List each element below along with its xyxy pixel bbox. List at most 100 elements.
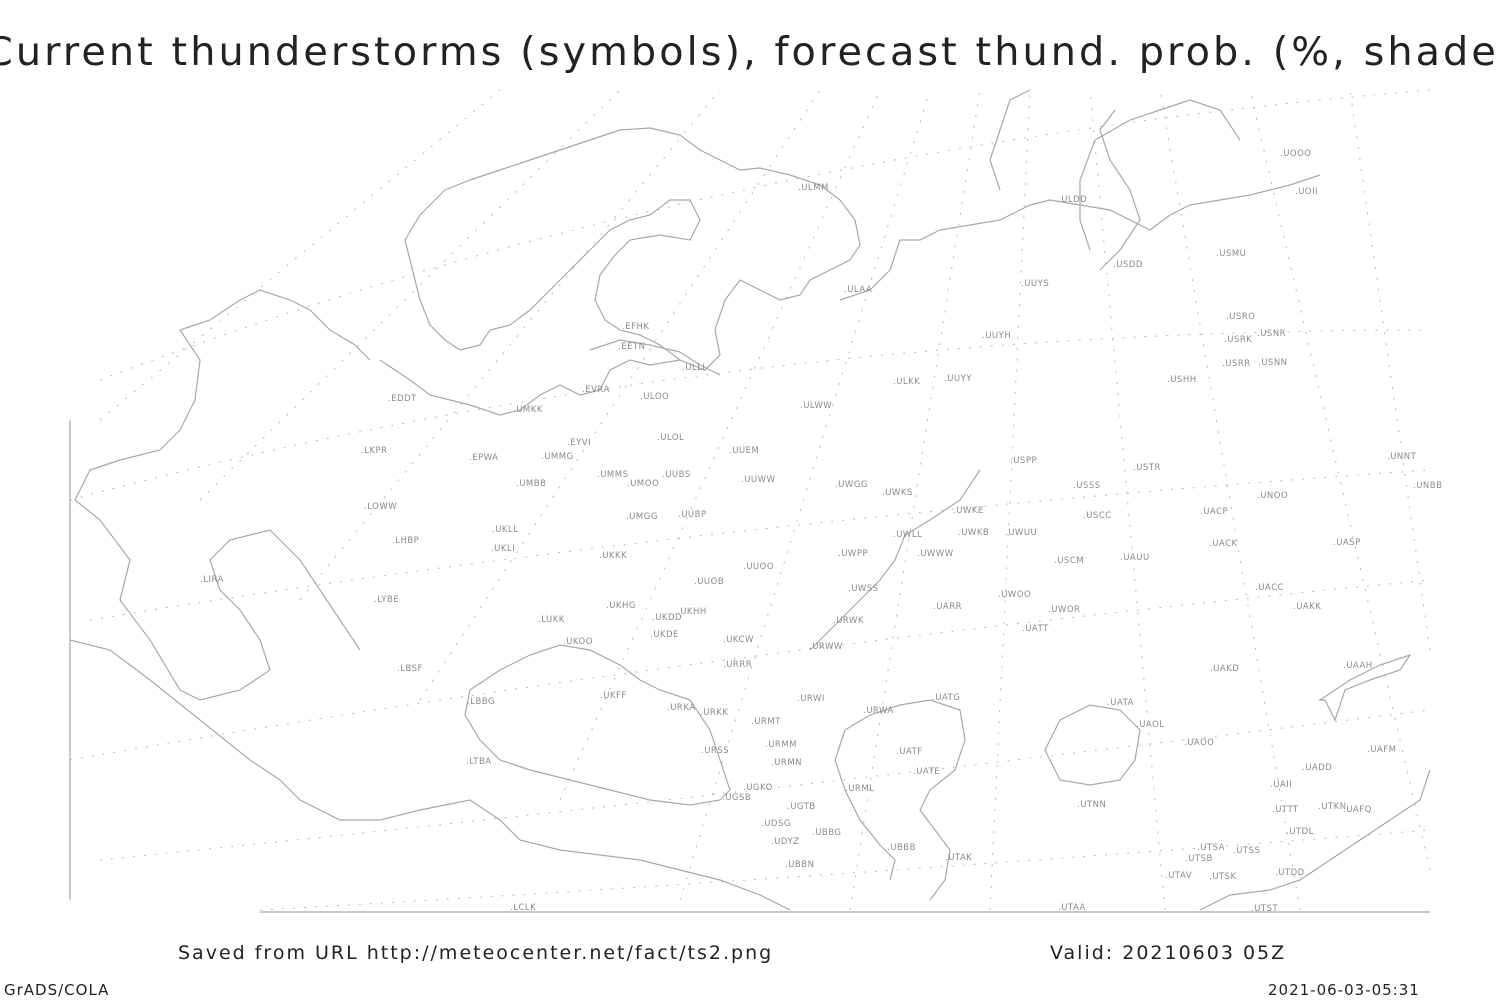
- station-label: .ULKK: [893, 377, 920, 387]
- coastlines: [69, 89, 1431, 913]
- map-frame: [69, 420, 1430, 913]
- station-label: .UTAK: [945, 853, 972, 863]
- station-label: .UKFF: [600, 691, 627, 701]
- western-europe-coast: [74, 289, 371, 701]
- caspian-sea-coast: [834, 699, 966, 901]
- station-label: .LYBE: [374, 595, 399, 605]
- station-label: .LOWW: [364, 502, 397, 512]
- station-label: .ULOO: [640, 392, 669, 402]
- station-label: .UAFQ: [1343, 805, 1372, 815]
- station-label: .UWLL: [893, 530, 922, 540]
- station-label: .UKHG: [606, 601, 636, 611]
- station-label: .EFHK: [622, 322, 649, 332]
- station-label: .EYVI: [567, 438, 591, 448]
- station-label: .URMT: [751, 717, 781, 727]
- station-label: .UAKK: [1293, 602, 1321, 612]
- station-label: .USTR: [1133, 463, 1161, 473]
- station-label: .UATG: [932, 693, 960, 703]
- station-label: .UKLL: [492, 525, 518, 535]
- station-label: .UATE: [913, 767, 940, 777]
- station-label: .USCC: [1083, 511, 1112, 521]
- software-credit: GrADS/COLA: [4, 981, 110, 999]
- graticule-line: [299, 89, 721, 601]
- station-label: .UTAV: [1165, 871, 1192, 881]
- volga-river: [809, 469, 981, 651]
- station-label: .UTSB: [1185, 854, 1213, 864]
- station-label: .UTSS: [1233, 846, 1260, 856]
- station-label: .EVRA: [582, 385, 610, 395]
- station-label: .ULDD: [1058, 195, 1087, 205]
- graticule-line: [69, 579, 1431, 761]
- station-label: .URWA: [863, 706, 894, 716]
- southeast-border: [1199, 769, 1431, 911]
- station-label: .USCM: [1054, 556, 1084, 566]
- station-label: .UUYY: [944, 374, 972, 384]
- station-label: .UUBS: [662, 470, 691, 480]
- graticule-line: [1349, 89, 1431, 651]
- station-label: .UACC: [1255, 583, 1284, 593]
- graticule-line: [259, 829, 1431, 911]
- station-label: .USRK: [1224, 335, 1252, 345]
- station-label: .UWKE: [953, 506, 984, 516]
- station-label: .LBBG: [467, 697, 495, 707]
- station-label: .UAFM: [1367, 745, 1396, 755]
- station-label: .UGSB: [722, 793, 751, 803]
- station-label: .UKHH: [677, 607, 707, 617]
- station-label: .ULMM: [798, 183, 829, 193]
- gulf-of-finland-coast: [589, 339, 721, 376]
- station-label: .UUYS: [1021, 279, 1049, 289]
- ob-gulf-coast: [1079, 99, 1241, 251]
- station-label: .USRO: [1226, 312, 1255, 322]
- station-label: .UKCW: [723, 635, 754, 645]
- station-label: .URWW: [809, 642, 843, 652]
- station-label: .UATF: [896, 747, 923, 757]
- graticule: [69, 89, 1431, 911]
- station-label: .USPP: [1010, 456, 1037, 466]
- station-label: .EPWA: [469, 453, 498, 463]
- station-label: .UWSS: [848, 584, 879, 594]
- station-label: .UAOO: [1184, 738, 1214, 748]
- station-label: .UWKS: [882, 488, 913, 498]
- station-label: .USNN: [1258, 358, 1288, 368]
- valid-time: Valid: 20210603 05Z: [1050, 942, 1287, 964]
- aral-sea-coast: [1044, 704, 1141, 786]
- station-label: .UAKD: [1210, 664, 1239, 674]
- station-label: .UWOO: [998, 590, 1031, 600]
- station-label: .EDDT: [388, 394, 417, 404]
- station-label: .USMU: [1216, 249, 1246, 259]
- station-label: .UKKK: [599, 551, 627, 561]
- station-label: .UAOL: [1136, 720, 1165, 730]
- station-label: .UDSG: [761, 819, 791, 829]
- station-label: .UACK: [1209, 539, 1238, 549]
- station-label: .URML: [845, 784, 874, 794]
- station-label: .LTBA: [466, 757, 492, 767]
- station-label: .URMN: [771, 758, 802, 768]
- station-label: .UBBG: [812, 828, 842, 838]
- station-label: .UUBP: [678, 510, 707, 520]
- station-label: .LCLK: [510, 903, 536, 913]
- station-label: .UDYZ: [771, 837, 800, 847]
- station-label: .UATA: [1107, 698, 1134, 708]
- station-label: .UTST: [1251, 904, 1279, 914]
- station-label: .UTTT: [1272, 805, 1299, 815]
- station-label: .UMBB: [516, 479, 546, 489]
- station-label: .UARR: [933, 602, 962, 612]
- station-label: .UTAA: [1058, 903, 1086, 913]
- station-label: .UTSA: [1197, 843, 1225, 853]
- graticule-line: [89, 469, 1431, 621]
- station-label: .LIRA: [200, 575, 224, 585]
- station-label: .UOII: [1295, 187, 1318, 197]
- station-label: .URKA: [667, 703, 696, 713]
- station-label: .UTDD: [1275, 868, 1305, 878]
- scandinavia-coast: [404, 127, 861, 371]
- station-label: .UAUU: [1120, 553, 1150, 563]
- station-label: .UTSK: [1209, 872, 1237, 882]
- station-label: .UNNT: [1387, 452, 1417, 462]
- station-label: .UUOO: [743, 562, 774, 572]
- graticule-line: [989, 89, 1031, 911]
- graticule-line: [1159, 89, 1301, 911]
- station-label: .URKK: [700, 708, 728, 718]
- station-label: .UMMS: [597, 470, 629, 480]
- station-label: .ULOL: [657, 433, 684, 443]
